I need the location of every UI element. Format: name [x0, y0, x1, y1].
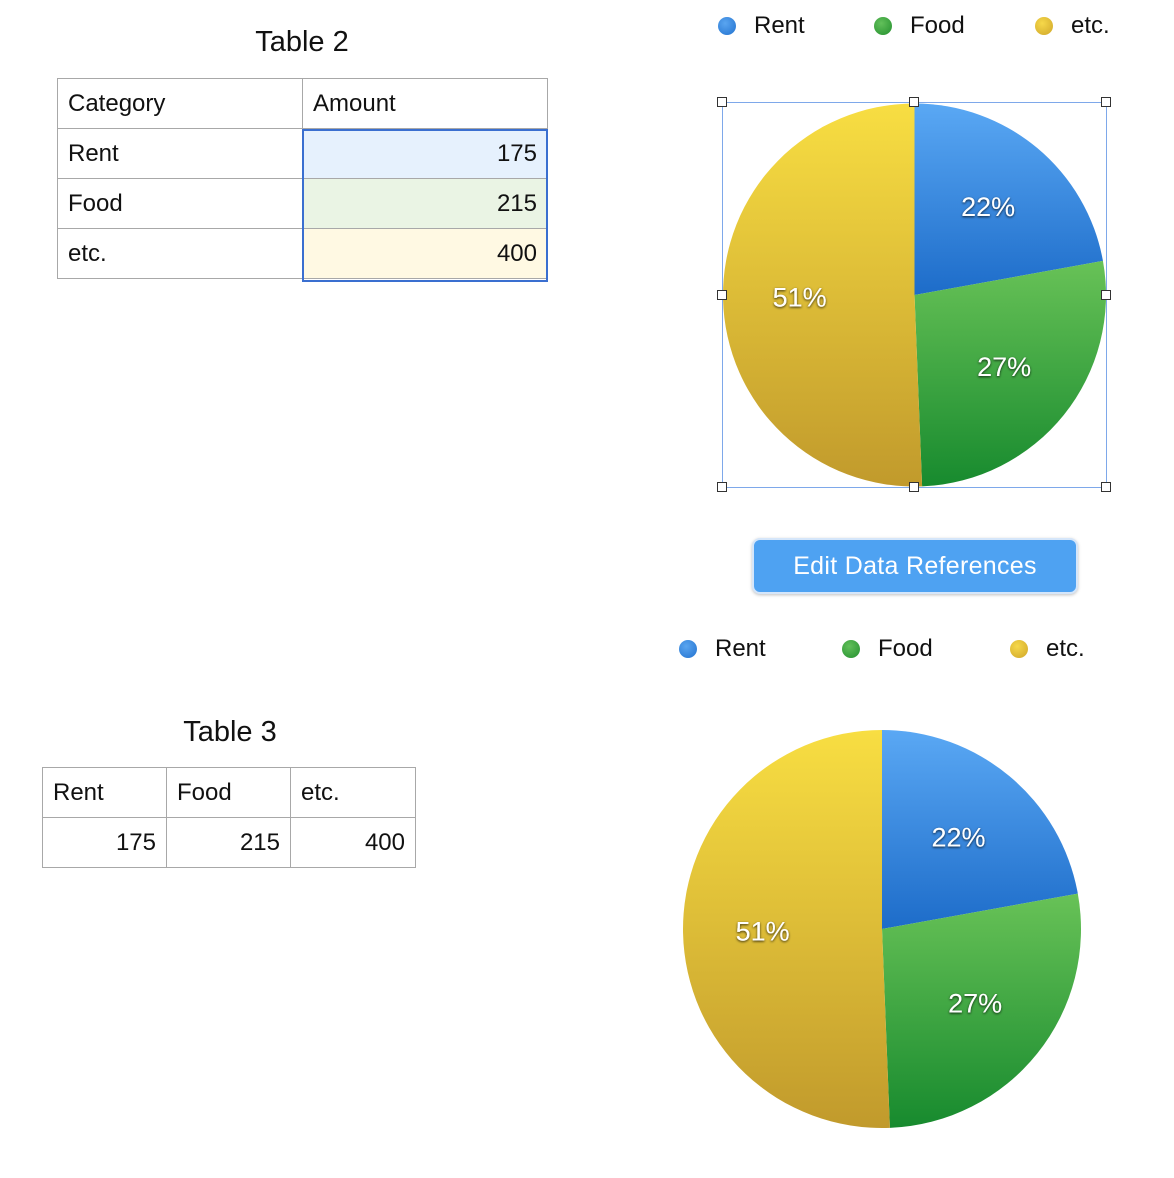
pie-percent-label: 27% [977, 352, 1031, 382]
table3-cell-value[interactable]: 175 [42, 817, 167, 868]
chart1-pie[interactable]: 22% 27% 51% [722, 102, 1107, 488]
table-row: etc. 400 [57, 228, 548, 279]
pie-slice-etc[interactable] [683, 730, 890, 1128]
legend-label: etc. [1071, 12, 1110, 39]
table-row: Rent 175 [57, 128, 548, 179]
pie-percent-label: 22% [932, 822, 986, 852]
pie-slice-etc[interactable] [723, 103, 923, 487]
food-swatch-icon [874, 17, 892, 35]
table-row: Rent Food etc. [42, 767, 416, 818]
pie-slice-rent[interactable] [914, 103, 1103, 296]
table2-cell-label[interactable]: Rent [57, 128, 303, 179]
legend-label: Food [878, 635, 933, 662]
legend-label: etc. [1046, 635, 1085, 662]
legend-item-food[interactable]: Food [842, 635, 933, 663]
rent-swatch-icon [718, 17, 736, 35]
pie-slice-rent[interactable] [882, 730, 1078, 929]
table3-header[interactable]: etc. [290, 767, 416, 818]
etc-swatch-icon [1035, 17, 1053, 35]
legend-item-rent[interactable]: Rent [679, 635, 766, 663]
table2[interactable]: Category Amount Rent 175 Food 215 etc. 4… [57, 78, 548, 279]
pie-percent-label: 51% [773, 282, 827, 312]
table2-cell-value[interactable]: 175 [302, 128, 548, 179]
pie-slice-food[interactable] [914, 260, 1107, 487]
table-row: Category Amount [57, 78, 548, 129]
legend-label: Rent [754, 12, 805, 39]
table3-cell-value[interactable]: 400 [290, 817, 416, 868]
legend-item-etc[interactable]: etc. [1035, 12, 1110, 40]
table2-header-category[interactable]: Category [57, 78, 303, 129]
pie-percent-label: 27% [948, 989, 1002, 1019]
pie-percent-label: 51% [736, 916, 790, 946]
table3-cell-value[interactable]: 215 [166, 817, 291, 868]
resize-handle[interactable] [717, 482, 727, 492]
legend-item-rent[interactable]: Rent [718, 12, 805, 40]
resize-handle[interactable] [1101, 290, 1111, 300]
food-swatch-icon [842, 640, 860, 658]
table2-cell-label[interactable]: Food [57, 178, 303, 229]
table3-header[interactable]: Food [166, 767, 291, 818]
table3-title: Table 3 [183, 716, 277, 748]
table2-header-amount[interactable]: Amount [302, 78, 548, 129]
pie-percent-label: 22% [961, 192, 1015, 222]
legend-item-etc[interactable]: etc. [1010, 635, 1085, 663]
rent-swatch-icon [679, 640, 697, 658]
chart1-selection-box [722, 102, 1107, 488]
table3-header[interactable]: Rent [42, 767, 167, 818]
legend-label: Food [910, 12, 965, 39]
table2-cell-value[interactable]: 400 [302, 228, 548, 279]
chart2-pie[interactable]: 22% 27% 51% [682, 728, 1082, 1130]
resize-handle[interactable] [909, 97, 919, 107]
pie-slice-food[interactable] [882, 893, 1081, 1128]
edit-data-references-button[interactable]: Edit Data References [752, 538, 1078, 594]
table-row: 175 215 400 [42, 817, 416, 868]
resize-handle[interactable] [717, 290, 727, 300]
table2-cell-value[interactable]: 215 [302, 178, 548, 229]
table-row: Food 215 [57, 178, 548, 229]
table2-cell-label[interactable]: etc. [57, 228, 303, 279]
table3[interactable]: Rent Food etc. 175 215 400 [42, 767, 416, 868]
resize-handle[interactable] [717, 97, 727, 107]
table2-title: Table 2 [255, 26, 349, 58]
etc-swatch-icon [1010, 640, 1028, 658]
resize-handle[interactable] [1101, 482, 1111, 492]
legend-item-food[interactable]: Food [874, 12, 965, 40]
resize-handle[interactable] [909, 482, 919, 492]
legend-label: Rent [715, 635, 766, 662]
resize-handle[interactable] [1101, 97, 1111, 107]
